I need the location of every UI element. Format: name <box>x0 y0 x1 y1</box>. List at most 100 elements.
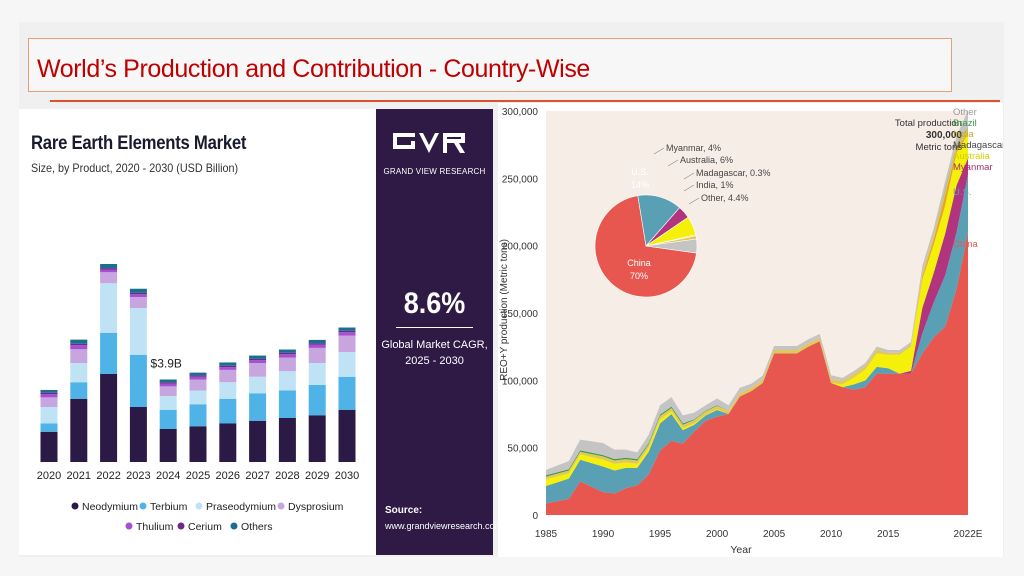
brand-name: GRAND VIEW RESEARCH <box>383 167 486 176</box>
x-tick-2027: 2027 <box>245 470 269 482</box>
legend-label-dysprosium: Dysprosium <box>288 501 344 513</box>
bar-segment-thulium-2024 <box>159 383 177 387</box>
bar-callout-2024: $3.9B <box>151 357 182 371</box>
bar-segment-cerium-2021 <box>70 343 88 346</box>
x-tick-2026: 2026 <box>216 470 240 482</box>
bar-segment-others-2024 <box>159 379 177 383</box>
bar-segment-thulium-2022 <box>100 269 118 273</box>
pie-label-other-leader <box>688 197 700 205</box>
y-tick-0: 0 <box>532 511 538 522</box>
y-tick-200000: 200,000 <box>502 242 539 253</box>
x-tick-2000: 2000 <box>706 529 729 540</box>
bar-segment-terbium-2022 <box>100 332 118 374</box>
bar-segment-neodymium-2022 <box>100 374 118 462</box>
bar-segment-terbium-2026 <box>219 398 237 424</box>
bar-segment-praseodymium-2029 <box>308 363 326 385</box>
pie-label-other: Other, 4.4% <box>701 193 749 203</box>
bar-segment-thulium-2030 <box>338 332 356 336</box>
bar-segment-neodymium-2025 <box>189 426 207 462</box>
pie-label-china: China <box>627 258 651 268</box>
gvr-logo-icon <box>393 133 465 153</box>
pie-label-madagascar-leader <box>683 172 695 180</box>
bar-segment-others-2025 <box>189 372 207 376</box>
bar-segment-neodymium-2023 <box>129 407 147 462</box>
y-tick-100000: 100,000 <box>502 376 539 387</box>
x-tick-2028: 2028 <box>275 470 299 482</box>
bar-segment-cerium-2024 <box>159 382 177 384</box>
pie-label-madagascar: Madagascar, 0.3% <box>696 168 771 178</box>
series-label-india: India <box>953 129 974 140</box>
y-tick-300000: 300,000 <box>502 107 539 118</box>
legend-marker-dysprosium <box>277 502 285 510</box>
bar-segment-neodymium-2026 <box>219 423 237 462</box>
area-china <box>546 232 968 515</box>
pie-label-china-pct: 70% <box>630 271 648 281</box>
bar-segment-thulium-2025 <box>189 376 207 380</box>
bar-segment-neodymium-2024 <box>159 429 177 462</box>
bar-segment-terbium-2028 <box>278 390 296 418</box>
x-tick-2023: 2023 <box>126 470 150 482</box>
bar-segment-praseodymium-2026 <box>219 382 237 399</box>
legend-marker-praseodymium <box>195 502 203 510</box>
bar-segment-praseodymium-2028 <box>278 371 296 391</box>
series-label-brazil: Brazil <box>953 118 977 129</box>
bar-segment-neodymium-2027 <box>249 420 267 462</box>
area-us <box>546 174 968 504</box>
bar-segment-neodymium-2030 <box>338 409 356 462</box>
series-label-us: U.S. <box>953 187 971 198</box>
bar-segment-praseodymium-2023 <box>129 308 147 355</box>
bar-segment-cerium-2023 <box>129 292 147 295</box>
legend-marker-neodymium <box>71 502 79 510</box>
bar-segment-dysprosium-2028 <box>278 357 296 372</box>
bar-segment-terbium-2029 <box>308 385 326 416</box>
legend-label-neodymium: Neodymium <box>82 501 138 513</box>
bar-segment-others-2029 <box>308 339 326 344</box>
bar-segment-neodymium-2028 <box>278 418 296 462</box>
series-label-myanmar: Myanmar <box>953 162 993 173</box>
bar-segment-praseodymium-2022 <box>100 283 118 333</box>
x-tick-2015: 2015 <box>877 529 900 540</box>
bar-segment-cerium-2026 <box>219 365 237 368</box>
bar-segment-praseodymium-2027 <box>249 376 267 394</box>
pie-label-australia: Australia, 6% <box>680 155 733 165</box>
x-tick-1995: 1995 <box>649 529 672 540</box>
bar-segment-cerium-2029 <box>308 343 326 345</box>
x-tick-2030: 2030 <box>335 470 359 482</box>
bar-segment-thulium-2026 <box>219 367 237 370</box>
bar-segment-praseodymium-2020 <box>40 407 58 424</box>
bar-segment-praseodymium-2030 <box>338 352 356 377</box>
series-label-australia: Australia <box>953 151 991 162</box>
legend-marker-thulium <box>125 522 133 530</box>
legend-label-terbium: Terbium <box>150 501 188 513</box>
market-chart-title: Rare Earth Elements Market <box>31 133 247 154</box>
y-tick-150000: 150,000 <box>502 309 539 320</box>
legend-label-others: Others <box>241 521 273 533</box>
slide-title: World’s Production and Contribution - Co… <box>37 55 590 83</box>
y-tick-50000: 50,000 <box>507 444 538 455</box>
bar-segment-cerium-2030 <box>338 330 356 333</box>
bar-segment-neodymium-2029 <box>308 415 326 462</box>
pie-label-us: U.S. <box>631 167 649 177</box>
bar-segment-dysprosium-2021 <box>70 349 88 363</box>
bar-segment-dysprosium-2020 <box>40 397 58 407</box>
legend-label-praseodymium: Praseodymium <box>206 501 276 513</box>
pie-label-australia-leader <box>667 159 679 167</box>
cagr-value: 8.6% <box>403 287 466 320</box>
bar-segment-thulium-2023 <box>129 294 147 297</box>
bar-segment-terbium-2027 <box>249 393 267 421</box>
market-chart-subtitle: Size, by Product, 2020 - 2030 (USD Billi… <box>31 161 239 175</box>
bar-segment-cerium-2020 <box>40 392 58 395</box>
bar-segment-dysprosium-2029 <box>308 347 326 363</box>
legend-marker-others <box>230 522 238 530</box>
bar-segment-cerium-2027 <box>249 358 267 361</box>
bar-segment-neodymium-2021 <box>70 398 88 462</box>
bar-segment-terbium-2024 <box>159 409 177 429</box>
bar-segment-others-2028 <box>278 349 296 353</box>
bar-segment-others-2020 <box>40 389 58 393</box>
legend-marker-cerium <box>177 522 185 530</box>
bar-segment-neodymium-2020 <box>40 431 58 462</box>
x-tick-2020: 2020 <box>37 470 61 482</box>
bar-segment-dysprosium-2030 <box>338 335 356 352</box>
bar-segment-praseodymium-2024 <box>159 396 177 410</box>
bar-segment-others-2023 <box>129 288 147 293</box>
